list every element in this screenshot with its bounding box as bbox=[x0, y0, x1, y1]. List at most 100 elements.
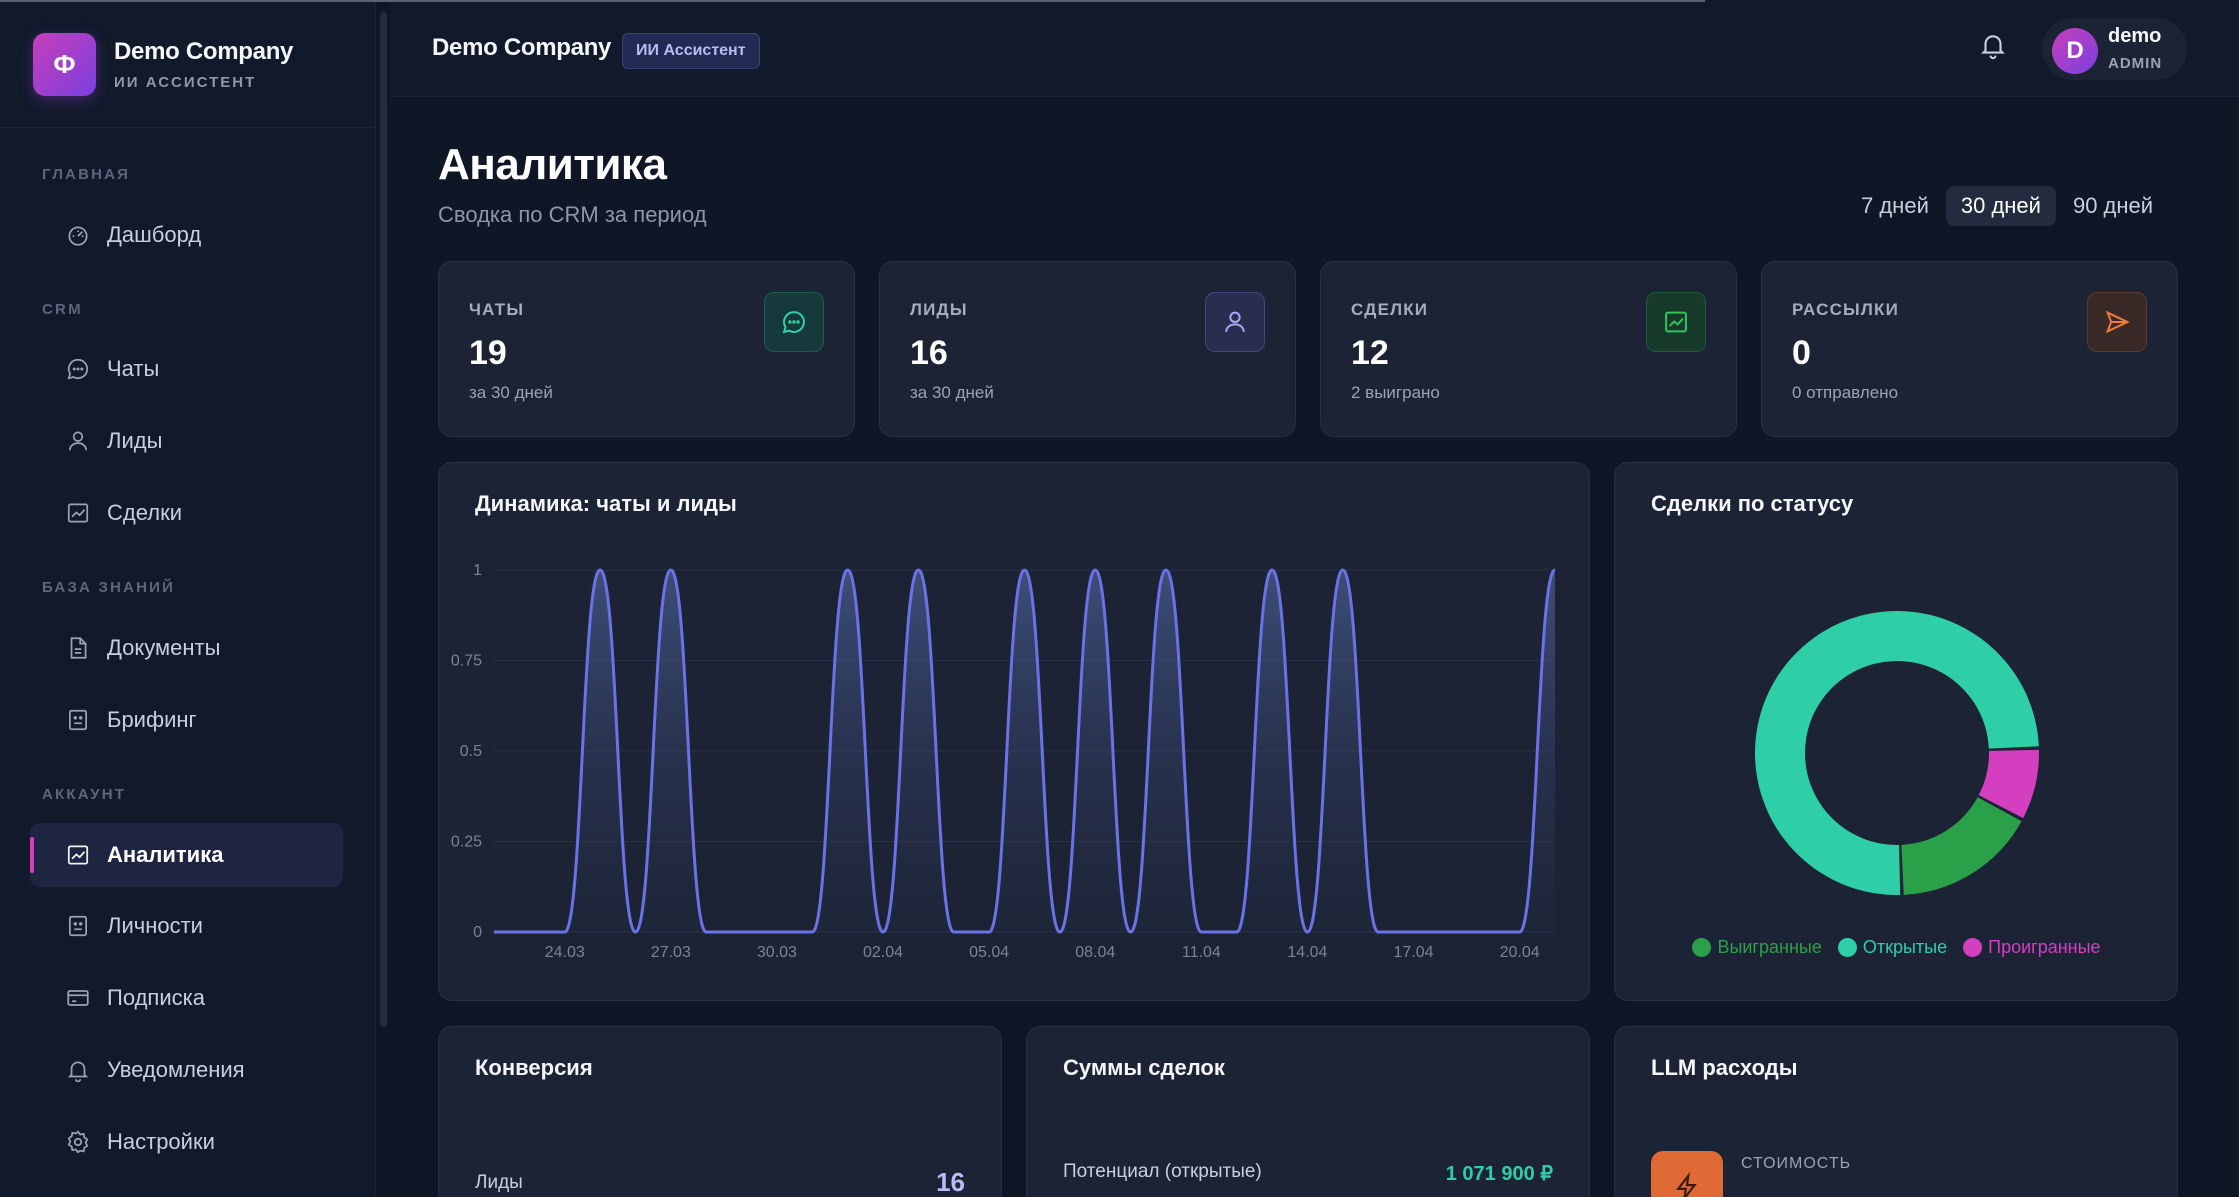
kpi-value: 12 bbox=[1351, 334, 1389, 372]
card-title: Динамика: чаты и лиды bbox=[475, 491, 737, 516]
kpi-sub: за 30 дней bbox=[469, 383, 553, 402]
conversion-card: Конверсия Лиды 16 bbox=[438, 1026, 1002, 1197]
scrollbar-thumb[interactable] bbox=[380, 12, 387, 1027]
status-card: Сделки по статусу Выигранные Открытые Пр… bbox=[1614, 462, 2178, 1001]
y-tick-label: 0 bbox=[473, 924, 482, 941]
legend-label: Проигранные bbox=[1988, 937, 2101, 957]
user-icon bbox=[1205, 292, 1265, 352]
dashboard-icon bbox=[68, 226, 88, 246]
sidebar-item-chats[interactable]: Чаты bbox=[30, 337, 343, 401]
sidebar-item-label: Чаты bbox=[107, 356, 160, 381]
legend-dot bbox=[1837, 938, 1857, 957]
sidebar-item-notifications[interactable]: Уведомления bbox=[30, 1038, 343, 1102]
sidebar-item-documents[interactable]: Документы bbox=[30, 616, 343, 680]
briefing-icon bbox=[69, 709, 87, 731]
user-menu[interactable]: D demo ADMIN bbox=[2042, 18, 2187, 80]
card-title: Конверсия bbox=[475, 1055, 593, 1080]
sidebar-item-label: Аналитика bbox=[107, 842, 224, 867]
conversion-row-label: Лиды bbox=[475, 1172, 523, 1193]
status-legend: Выигранные Открытые Проигранные bbox=[1615, 937, 2178, 958]
dynamics-card: Динамика: чаты и лиды 0 0.25 0.5 0.75 1 24.0… bbox=[438, 462, 1590, 1001]
legend-item-won[interactable]: Выигранные bbox=[1692, 937, 1822, 958]
chart-icon bbox=[67, 503, 89, 523]
user-icon bbox=[69, 431, 87, 451]
nav-section-crm: CRM bbox=[42, 301, 83, 318]
kpi-card-leads[interactable]: ЛИДЫ 16 за 30 дней bbox=[879, 261, 1296, 437]
avatar: D bbox=[2052, 28, 2098, 74]
kpi-label: ЧАТЫ bbox=[469, 300, 525, 319]
sidebar-item-label: Брифинг bbox=[107, 707, 197, 732]
donut-slice-won[interactable] bbox=[1901, 797, 2022, 895]
kpi-card-chats[interactable]: ЧАТЫ 19 за 30 дней bbox=[438, 261, 855, 437]
donut-slice-open[interactable] bbox=[1755, 611, 2039, 895]
user-name: demo bbox=[2108, 25, 2162, 47]
kpi-value: 19 bbox=[469, 334, 507, 372]
sidebar-item-label: Документы bbox=[107, 635, 221, 660]
period-90-days[interactable]: 90 дней bbox=[2072, 193, 2154, 218]
sidebar-item-personas[interactable]: Личности bbox=[30, 894, 343, 958]
page-title: Аналитика bbox=[438, 140, 667, 189]
brand[interactable]: Ф Demo Company ИИ АССИСТЕНТ bbox=[33, 33, 293, 96]
sidebar-item-briefing[interactable]: Брифинг bbox=[30, 688, 343, 752]
sidebar-item-label: Уведомления bbox=[107, 1057, 245, 1082]
sidebar-item-analytics[interactable]: Аналитика bbox=[30, 823, 343, 887]
legend-item-open[interactable]: Открытые bbox=[1837, 937, 1947, 958]
legend-item-lost[interactable]: Проигранные bbox=[1963, 937, 2101, 958]
x-tick-label: 17.04 bbox=[1394, 944, 1434, 961]
notifications-button[interactable] bbox=[1978, 30, 2008, 60]
loading-bar bbox=[0, 0, 1705, 2]
y-tick-label: 0.75 bbox=[451, 653, 482, 670]
divider bbox=[0, 127, 376, 128]
document-icon bbox=[70, 637, 87, 659]
card-icon bbox=[67, 990, 89, 1006]
x-tick-label: 05.04 bbox=[969, 944, 1009, 961]
period-selector: 7 дней 30 дней 90 дней bbox=[1846, 186, 2168, 226]
x-tick-label: 27.03 bbox=[651, 944, 691, 961]
chat-icon bbox=[67, 358, 89, 380]
nav-section-main: ГЛАВНАЯ bbox=[42, 166, 131, 183]
sums-row-value: 1 071 900 ₽ bbox=[1445, 1163, 1553, 1185]
y-tick-label: 0.25 bbox=[451, 834, 482, 851]
sidebar-item-dashboard[interactable]: Дашборд bbox=[30, 203, 343, 267]
nav-section-knowledge: БАЗА ЗНАНИЙ bbox=[42, 579, 176, 596]
kpi-label: ЛИДЫ bbox=[910, 300, 968, 319]
sidebar-item-label: Личности bbox=[107, 913, 203, 938]
x-tick-label: 11.04 bbox=[1182, 944, 1221, 961]
sidebar-item-label: Лиды bbox=[107, 428, 163, 453]
card-title: LLM расходы bbox=[1651, 1055, 1798, 1080]
lightning-icon bbox=[1651, 1151, 1723, 1197]
card-title: Сделки по статусу bbox=[1651, 491, 1854, 516]
kpi-card-mailings[interactable]: РАССЫЛКИ 0 0 отправлено bbox=[1761, 261, 2178, 437]
brand-subtitle: ИИ АССИСТЕНТ bbox=[114, 74, 257, 91]
gear-icon bbox=[67, 1130, 89, 1154]
user-role: ADMIN bbox=[2108, 55, 2163, 72]
kpi-sub: 0 отправлено bbox=[1792, 383, 1899, 402]
persona-icon bbox=[69, 915, 87, 937]
status-donut-chart[interactable] bbox=[1615, 463, 2179, 933]
sidebar-scrollbar[interactable] bbox=[376, 0, 390, 1197]
topbar-title: Demo Company bbox=[432, 34, 612, 61]
kpi-value: 0 bbox=[1792, 334, 1811, 372]
sums-row-label: Потенциал (открытые) bbox=[1063, 1161, 1262, 1182]
period-30-days[interactable]: 30 дней bbox=[1945, 186, 2056, 226]
brand-logo: Ф bbox=[33, 33, 96, 96]
x-tick-label: 08.04 bbox=[1075, 944, 1115, 961]
trend-icon bbox=[1646, 292, 1706, 352]
period-7-days[interactable]: 7 дней bbox=[1861, 193, 1929, 218]
conversion-row-value: 16 bbox=[936, 1167, 965, 1197]
bell-icon bbox=[67, 1061, 89, 1083]
x-tick-label: 20.04 bbox=[1500, 944, 1540, 961]
sidebar-item-deals[interactable]: Сделки bbox=[30, 481, 343, 545]
sidebar-item-subscription[interactable]: Подписка bbox=[30, 966, 343, 1030]
kpi-card-deals[interactable]: СДЕЛКИ 12 2 выиграно bbox=[1320, 261, 1737, 437]
sidebar-item-leads[interactable]: Лиды bbox=[30, 409, 343, 473]
sidebar-item-settings[interactable]: Настройки bbox=[30, 1110, 343, 1174]
kpi-sub: 2 выиграно bbox=[1351, 383, 1440, 402]
assistant-badge: ИИ Ассистент bbox=[622, 33, 760, 69]
dynamics-chart[interactable]: 0 0.25 0.5 0.75 1 24.03 27.03 30.03 02.04 05.04 0… bbox=[439, 463, 1591, 1002]
analytics-icon bbox=[67, 845, 89, 865]
series-line bbox=[494, 568, 1557, 934]
sidebar-item-label: Подписка bbox=[107, 985, 205, 1010]
donut-slice-lost[interactable] bbox=[1978, 749, 2039, 819]
send-icon bbox=[2087, 292, 2147, 352]
